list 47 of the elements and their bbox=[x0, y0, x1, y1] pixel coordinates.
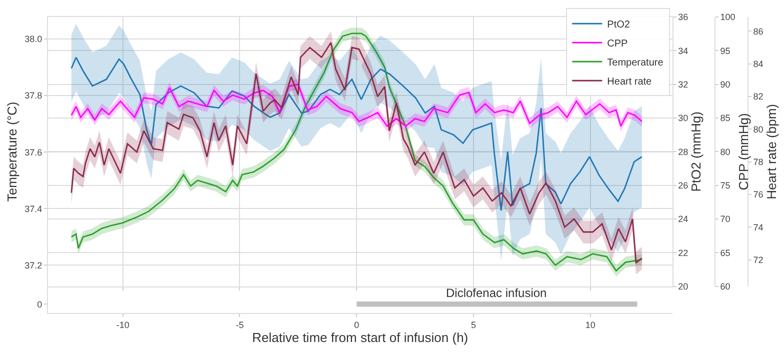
y-tick-label: 37.6 bbox=[24, 147, 42, 158]
y3-tick-label: 60 bbox=[720, 282, 730, 292]
y3-tick-label: 90 bbox=[720, 79, 730, 90]
y2-tick-label: 32 bbox=[678, 79, 688, 90]
legend-label: Heart rate bbox=[607, 76, 652, 88]
y2-tick-label: 36 bbox=[678, 12, 688, 22]
y-tick-label: 74 bbox=[753, 222, 764, 232]
y-axis-title: Heart rate (bpm) bbox=[764, 104, 779, 200]
y3-axis-title: CPP (mmHg) bbox=[736, 113, 751, 190]
y2-tick-label: 24 bbox=[678, 214, 688, 224]
y-tick-label: 37.2 bbox=[24, 260, 42, 270]
y2-tick-label: 26 bbox=[678, 180, 688, 190]
y2-tick-label: 22 bbox=[678, 248, 688, 258]
y3-tick-label: 70 bbox=[720, 214, 730, 224]
x-tick-label: 0 bbox=[354, 320, 360, 330]
y-tick-label: 37.4 bbox=[24, 204, 42, 214]
y3-tick-label: 95 bbox=[720, 46, 730, 56]
y2-tick-label: 34 bbox=[678, 46, 688, 56]
y3-tick-label: 100 bbox=[720, 12, 736, 22]
y-axis-title: Temperature (°C) bbox=[4, 102, 20, 202]
y-tick-label: 37.8 bbox=[24, 90, 42, 101]
y-tick-label: 0 bbox=[37, 299, 42, 310]
y-tick-label: 80 bbox=[753, 124, 764, 134]
y3-tick-label: 75 bbox=[720, 180, 730, 190]
y-tick-label: 72 bbox=[753, 254, 764, 265]
annotation: Diclofenac infusion bbox=[446, 286, 547, 300]
y2-axis-title: PtO2 (mmHg) bbox=[688, 112, 704, 192]
y3-tick-label: 85 bbox=[720, 113, 730, 124]
y2-tick-label: 30 bbox=[678, 113, 688, 124]
y3-tick-label: 65 bbox=[720, 248, 730, 258]
x-tick-label: -5 bbox=[236, 320, 244, 330]
legend-label: Temperature bbox=[607, 58, 664, 69]
x-axis-title: Relative time from start of infusion (h) bbox=[252, 330, 468, 345]
y-tick-label: 82 bbox=[753, 92, 764, 102]
y-tick-label: 38.0 bbox=[24, 34, 42, 44]
y2-tick-label: 20 bbox=[678, 282, 688, 292]
y-tick-label: 84 bbox=[753, 59, 764, 69]
x-tick-label: 10 bbox=[585, 320, 596, 330]
y2-tick-label: 28 bbox=[678, 146, 688, 157]
legend-label: CPP bbox=[607, 38, 628, 50]
y-tick-label: 76 bbox=[753, 190, 764, 200]
x-tick-label: 5 bbox=[471, 320, 476, 330]
x-tick-label: -10 bbox=[116, 320, 130, 330]
y3-tick-label: 80 bbox=[720, 146, 730, 157]
y-tick-label: 78 bbox=[753, 156, 764, 167]
legend-label: PtO2 bbox=[607, 20, 630, 31]
y-tick-label: 86 bbox=[753, 26, 764, 36]
